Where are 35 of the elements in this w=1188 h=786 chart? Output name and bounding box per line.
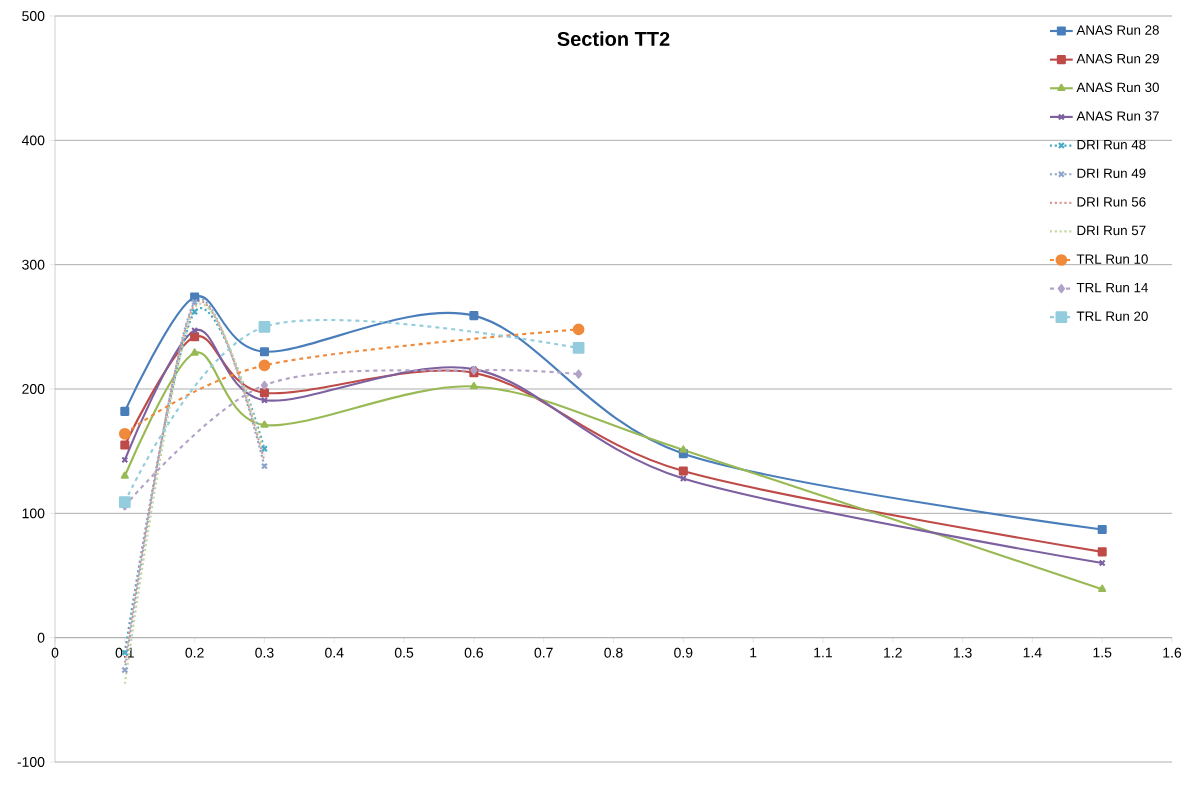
x-tick-label: 0.9 [674,647,693,658]
legend-label: TRL Run 20 [1076,311,1148,321]
y-tick-label: 500 [22,11,45,21]
x-tick-label: 0.6 [464,647,483,658]
x-tick-label: 1.3 [953,647,972,658]
legend-label: DRI Run 49 [1077,168,1146,178]
x-tick-label: 0.5 [394,647,414,658]
y-tick-label: 300 [22,259,45,270]
x-tick-label: 1.6 [1163,647,1182,658]
y-tick-label: -100 [17,757,45,767]
x-tick-label: 0.3 [255,647,274,658]
x-tick-label: 1.4 [1023,647,1042,658]
x-tick-label: 1.1 [814,647,832,658]
legend-label: TRL Run 10 [1076,254,1148,264]
legend-label: DRI Run 56 [1077,197,1146,207]
x-tick-label: 0.8 [604,647,623,658]
x-tick-label: 0 [51,647,59,658]
legend-label: ANAS Run 28 [1076,25,1159,35]
y-tick-label: 100 [22,508,45,519]
x-tick-label: 1 [750,647,757,658]
x-tick-label: 1.2 [884,647,902,658]
legend-label: DRI Run 48 [1077,139,1146,150]
x-tick-label: 0.2 [185,647,204,658]
y-tick-label: 0 [37,632,45,643]
legend-label: ANAS Run 29 [1076,53,1159,64]
x-tick-label: 0.7 [534,647,553,658]
x-tick-label: 1.5 [1093,647,1112,658]
legend-label: DRI Run 57 [1077,225,1146,236]
y-tick-label: 200 [22,384,45,394]
legend-label: ANAS Run 37 [1076,111,1159,121]
x-tick-label: 0.4 [325,647,344,658]
legend-label: ANAS Run 30 [1076,82,1159,93]
y-tick-label: 400 [21,135,45,146]
legend-label: TRL Run 14 [1076,282,1148,293]
text: Section TT2 [557,31,670,47]
